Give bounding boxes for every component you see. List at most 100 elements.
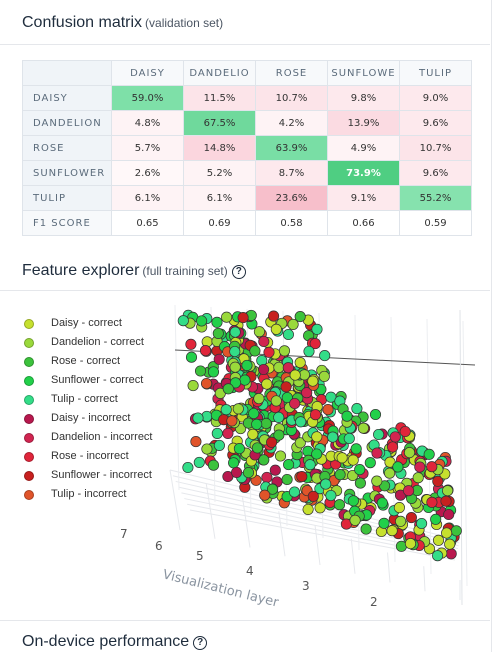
- legend-item[interactable]: Sunflower - incorrect: [24, 466, 153, 485]
- data-point: [426, 461, 438, 473]
- data-point: [258, 335, 270, 348]
- data-point: [294, 437, 306, 449]
- legend-item[interactable]: Daisy - incorrect: [24, 409, 153, 428]
- f1-score-row: F1 SCORE 0.65 0.69 0.58 0.66 0.59: [22, 210, 472, 236]
- legend-item[interactable]: Sunflower - correct: [24, 371, 153, 390]
- grid-line: [423, 566, 426, 592]
- data-point: [229, 345, 241, 358]
- data-point: [441, 527, 453, 539]
- legend-label: Sunflower - incorrect: [51, 469, 152, 481]
- data-point: [369, 408, 382, 421]
- data-point: [280, 381, 292, 393]
- data-point: [232, 403, 244, 415]
- data-point: [200, 377, 213, 390]
- data-point: [351, 403, 363, 415]
- axis-tick: 4: [246, 564, 254, 578]
- data-point: [282, 362, 294, 374]
- grid-line: [278, 511, 286, 557]
- grid-line: [242, 497, 251, 548]
- data-point: [182, 461, 194, 474]
- data-point: [416, 517, 428, 530]
- f1-cell: 0.58: [255, 210, 328, 236]
- column-header: DAISY: [111, 60, 184, 86]
- data-point: [222, 383, 234, 395]
- data-point: [229, 377, 242, 389]
- table-row: TULIP 6.1% 6.1% 23.6% 9.1% 55.2%: [22, 185, 472, 211]
- data-point: [343, 432, 355, 445]
- data-point: [187, 380, 199, 392]
- data-point: [387, 441, 399, 453]
- data-point: [414, 461, 426, 473]
- grid-line: [462, 320, 468, 587]
- grid-line: [350, 538, 356, 574]
- legend-item[interactable]: Dandelion - correct: [24, 333, 153, 352]
- data-point: [347, 454, 359, 466]
- data-point: [357, 422, 369, 434]
- data-point: [289, 369, 301, 381]
- matrix-cell: 55.2%: [399, 185, 472, 211]
- data-point: [193, 456, 205, 468]
- data-point: [261, 378, 273, 390]
- data-point: [354, 477, 366, 489]
- data-point: [251, 418, 263, 430]
- legend-label: Sunflower - correct: [51, 374, 144, 386]
- data-point: [399, 425, 411, 438]
- data-point: [253, 393, 265, 405]
- data-point: [266, 436, 278, 448]
- feature-explorer-3d-plot[interactable]: 7 6 5 4 3 2 Visualization layer: [0, 290, 490, 610]
- legend-item[interactable]: Tulip - correct: [24, 390, 153, 409]
- legend-label: Tulip - incorrect: [51, 488, 127, 500]
- data-point: [301, 387, 313, 399]
- data-point: [333, 499, 346, 511]
- axis-tick: 6: [155, 539, 163, 553]
- data-point: [423, 448, 435, 460]
- data-point: [440, 495, 452, 507]
- legend-item[interactable]: Daisy - correct: [24, 314, 153, 333]
- f1-cell: 0.65: [111, 210, 184, 236]
- data-point: [386, 525, 398, 537]
- legend-item[interactable]: Dandelion - incorrect: [24, 428, 153, 447]
- legend-label: Rose - incorrect: [51, 450, 129, 462]
- matrix-cell: 14.8%: [183, 135, 256, 161]
- data-point: [194, 365, 207, 377]
- legend-item[interactable]: Rose - incorrect: [24, 447, 153, 466]
- feature-explorer-title-row: Feature explorer (full training set)?: [22, 262, 246, 280]
- data-point: [266, 483, 279, 495]
- on-device-title-row: On-device performance?: [22, 633, 208, 651]
- matrix-cell: 5.7%: [111, 135, 184, 161]
- data-point: [347, 495, 359, 507]
- data-point: [270, 395, 282, 407]
- data-point: [261, 471, 273, 483]
- on-device-title: On-device performance: [22, 633, 190, 650]
- legend-item[interactable]: Tulip - incorrect: [24, 485, 153, 504]
- legend-swatch-icon: [24, 337, 34, 348]
- legend-label: Daisy - correct: [51, 317, 122, 329]
- legend-swatch-icon: [24, 470, 34, 481]
- help-icon[interactable]: ?: [231, 265, 246, 279]
- legend-label: Dandelion - correct: [51, 336, 144, 348]
- legend-item[interactable]: Rose - correct: [24, 352, 153, 371]
- data-point: [226, 415, 238, 427]
- data-point: [341, 410, 353, 422]
- confusion-matrix-header-row: DAISY DANDELIO ROSE SUNFLOWE TULIP: [22, 60, 472, 86]
- data-point: [393, 502, 405, 514]
- data-point: [432, 534, 445, 546]
- data-point: [258, 454, 270, 466]
- data-point: [251, 442, 263, 454]
- data-point: [445, 548, 457, 560]
- grid-line: [426, 318, 432, 575]
- grid-line: [169, 469, 461, 541]
- data-point: [274, 450, 287, 462]
- row-header: TULIP: [22, 185, 112, 211]
- axis-title: Visualization layer: [161, 567, 281, 610]
- confusion-matrix-title: Confusion matrix: [22, 14, 143, 31]
- matrix-cell: 9.6%: [399, 110, 472, 136]
- data-point: [211, 427, 223, 439]
- data-point: [228, 457, 240, 469]
- data-point: [378, 517, 390, 529]
- plot-points: [177, 309, 462, 562]
- help-icon[interactable]: ?: [193, 636, 208, 650]
- data-point: [403, 447, 416, 459]
- matrix-cell: 4.8%: [111, 110, 184, 136]
- column-header: ROSE: [255, 60, 328, 86]
